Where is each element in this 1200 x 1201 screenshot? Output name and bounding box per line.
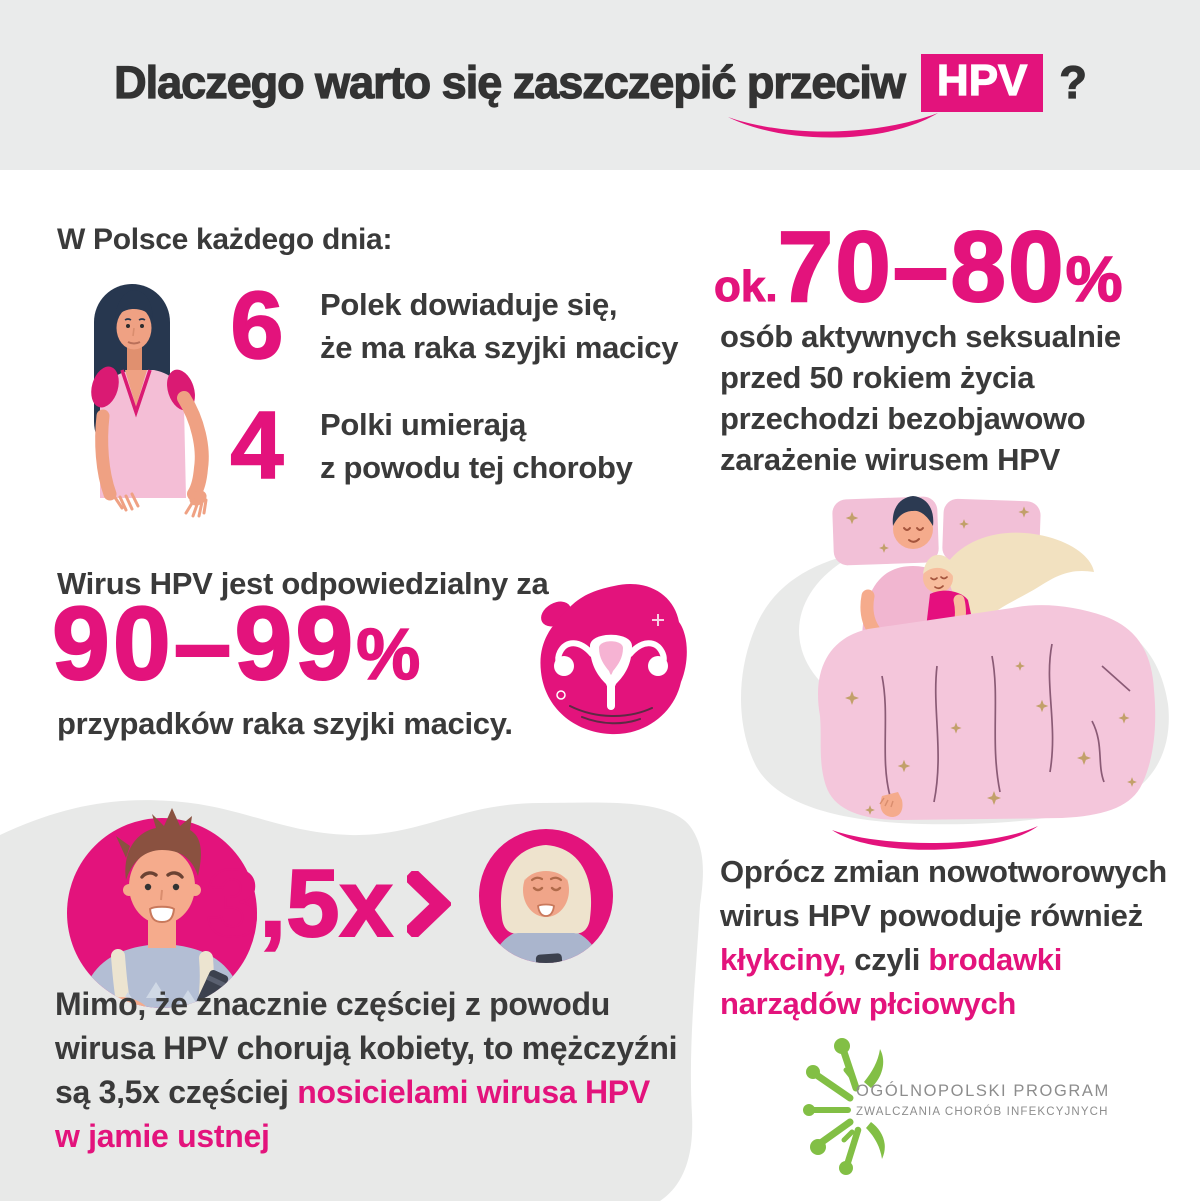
uterus-icon (540, 583, 687, 735)
cervical-value: 90–99 (51, 586, 357, 702)
warts-line: Oprócz zmian nowotworowych (720, 854, 1167, 889)
prevalence-percent: % (1065, 242, 1123, 316)
stat-row-deaths: 4 Polki umierają z powodu tej choroby (214, 392, 633, 499)
cervical-figure: 90–99% (51, 586, 421, 702)
stat-row-diagnosed: 6 Polek dowiaduje się, że ma raka szyjki… (214, 272, 679, 379)
warts-line3-dark: czyli (845, 942, 929, 977)
chevron-right-icon (406, 871, 451, 937)
logo-text: OGÓLNOPOLSKI PROGRAM ZWALCZANIA CHORÓB I… (856, 1082, 1110, 1118)
hpv-badge: HPV (920, 54, 1044, 112)
logo-title: OGÓLNOPOLSKI PROGRAM (856, 1082, 1110, 1100)
prevalence-figure: ok. 70–80% (714, 211, 1124, 323)
stat-line: z powodu tej choroby (320, 450, 633, 486)
oral-line3-pink: nosicielami wirusa HPV (297, 1074, 650, 1110)
logo-subtitle: ZWALCZANIA CHORÓB INFEKCYJNYCH (856, 1106, 1109, 1118)
prevalence-line: osób aktywnych seksualnie (720, 319, 1121, 354)
warts-line3-pink1: kłykciny, (720, 942, 846, 977)
multiplier-value: 3,5x (205, 850, 394, 957)
title-swoosh-icon (728, 113, 938, 138)
multiplier-row: 3,5x (205, 850, 451, 957)
couple-in-bed-illustration (741, 496, 1169, 850)
cervical-intro: Wirus HPV jest odpowiedzialny za (57, 566, 549, 601)
oral-line: wirusa HPV chorują kobiety, to mężczyźni (55, 1030, 678, 1066)
warts-line3-pink2: brodawki (928, 942, 1063, 977)
virus-logo-icon (803, 1038, 885, 1175)
stat-line: Polki umierają (320, 407, 527, 443)
title-text: Dlaczego warto się zaszczepić przeciw (113, 56, 906, 108)
prevalence-line: przechodzi bezobjawowo (720, 401, 1086, 436)
cervical-outro: przypadków raka szyjki macicy. (57, 706, 513, 741)
prevalence-prefix: ok. (714, 262, 779, 312)
blanket-folds (881, 643, 1131, 803)
daily-heading: W Polsce każdego dnia: (57, 223, 393, 256)
man-avatar (67, 808, 257, 1008)
stat-line: że ma raka szyjki macicy (320, 330, 679, 366)
warts-line: narządów płciowych (720, 986, 1017, 1021)
prevalence-line: przed 50 rokiem życia (720, 360, 1035, 395)
oral-line: są 3,5x częściej nosicielami wirusa HPV (55, 1070, 677, 1114)
warts-line: kłykciny, czyli brodawki (720, 938, 1167, 982)
oral-line: w jamie ustnej (55, 1118, 270, 1154)
stat-line: Polek dowiaduje się, (320, 287, 618, 323)
stat-number-4: 4 (230, 392, 285, 499)
page-title: Dlaczego warto się zaszczepić przeciw HP… (0, 54, 1200, 112)
woman-illustration (91, 284, 209, 518)
warts-paragraph: Oprócz zmian nowotworowych wirus HPV pow… (720, 850, 1167, 1026)
woman-avatar (479, 829, 613, 963)
prevalence-paragraph: osób aktywnych seksualnie przed 50 rokie… (720, 316, 1121, 480)
prevalence-value: 70–80 (777, 211, 1066, 323)
cervical-percent: % (355, 614, 421, 696)
warts-line: wirus HPV powoduje również (720, 898, 1143, 933)
title-question-mark: ? (1059, 56, 1088, 108)
bed-swoosh-icon (832, 826, 1038, 850)
oral-line3-dark: są 3,5x częściej (55, 1074, 298, 1110)
stat-number-6: 6 (230, 272, 285, 379)
prevalence-line: zarażenie wirusem HPV (720, 442, 1061, 477)
oral-line: Mimo, że znacznie częściej z powodu (55, 986, 610, 1022)
oral-paragraph: Mimo, że znacznie częściej z powodu wiru… (55, 982, 678, 1158)
